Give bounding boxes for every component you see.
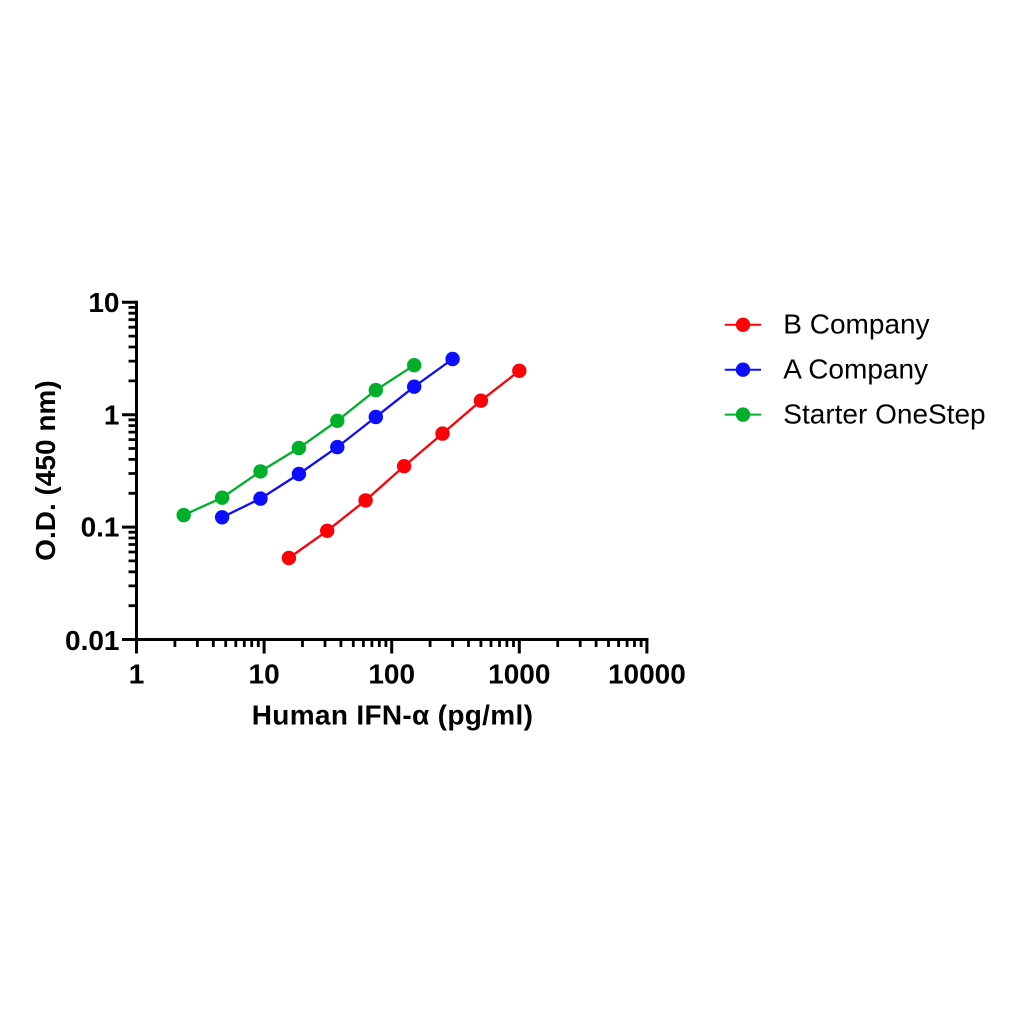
svg-text:100: 100: [368, 658, 415, 689]
svg-text:Starter OneStep: Starter OneStep: [783, 398, 985, 429]
svg-text:1: 1: [104, 399, 120, 430]
svg-text:10: 10: [249, 658, 280, 689]
svg-text:10000: 10000: [608, 658, 686, 689]
svg-text:O.D. (450 nm): O.D. (450 nm): [30, 380, 61, 560]
svg-text:B Company: B Company: [783, 309, 929, 340]
svg-text:0.1: 0.1: [81, 512, 120, 543]
svg-text:A Company: A Company: [783, 354, 928, 385]
svg-text:1000: 1000: [488, 658, 550, 689]
svg-text:10: 10: [88, 287, 119, 318]
svg-text:0.01: 0.01: [65, 625, 120, 656]
svg-text:1: 1: [129, 658, 145, 689]
svg-text:Human IFN-α (pg/ml): Human IFN-α (pg/ml): [252, 699, 534, 730]
